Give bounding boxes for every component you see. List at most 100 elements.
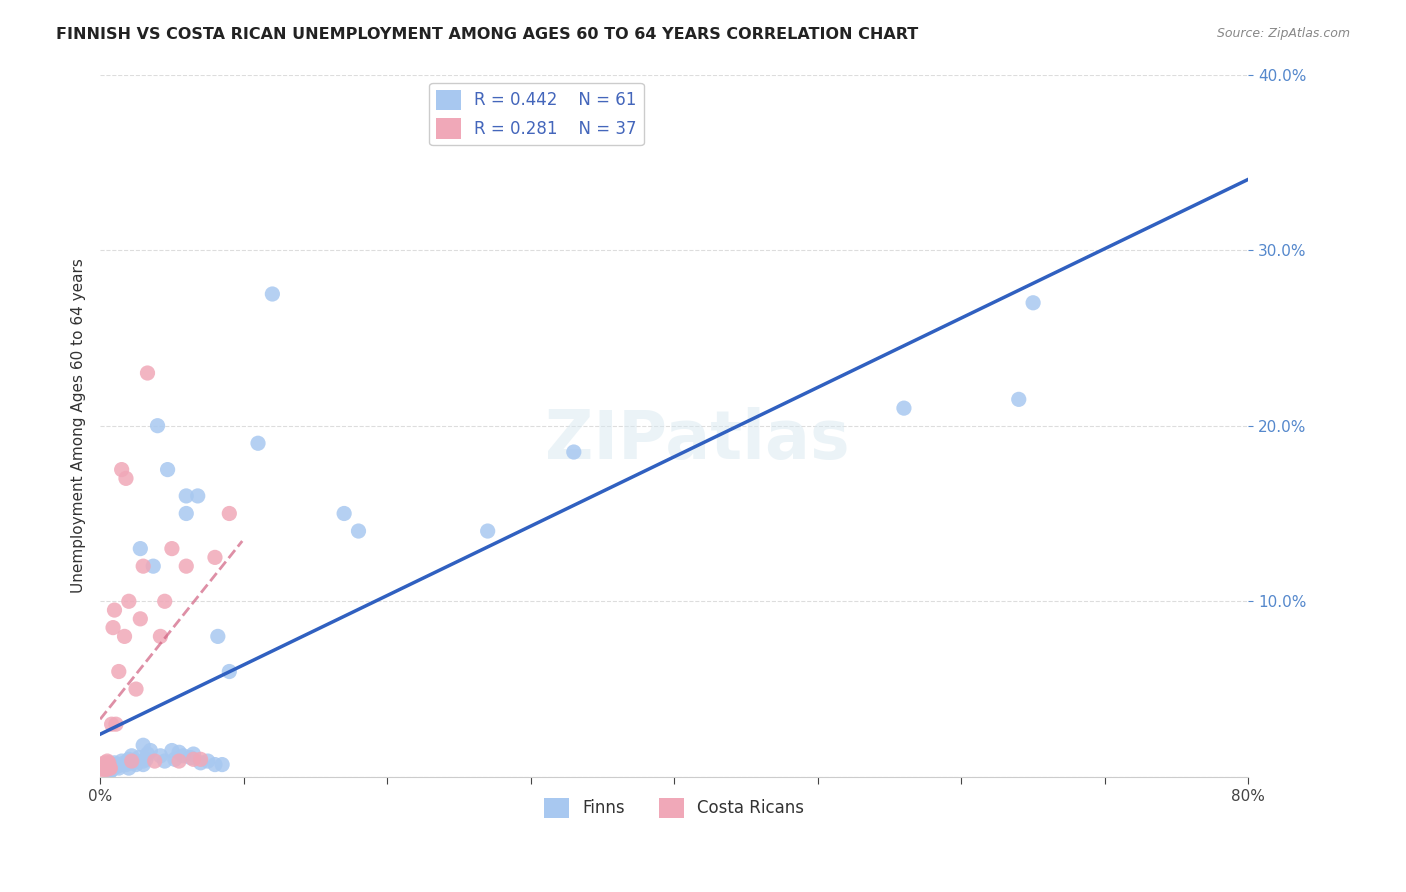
Point [197, 754, 219, 768]
Point [121, 754, 143, 768]
Point [97, 763, 120, 777]
Point [97, 756, 120, 770]
Point [104, 757, 127, 772]
Point [149, 629, 172, 643]
Point [100, 759, 122, 773]
Point [111, 462, 134, 476]
Point [218, 665, 240, 679]
Point [111, 754, 134, 768]
Point [107, 761, 129, 775]
Point [146, 418, 169, 433]
Point [174, 559, 197, 574]
Point [96, 761, 118, 775]
Point [1022, 295, 1045, 310]
Point [90, 761, 112, 775]
Legend: Finns, Costa Ricans: Finns, Costa Ricans [537, 791, 811, 825]
Point [142, 559, 165, 574]
Point [180, 750, 202, 764]
Point [115, 757, 138, 772]
Point [149, 748, 172, 763]
Point [135, 752, 157, 766]
Point [101, 621, 124, 635]
Point [100, 763, 122, 777]
Point [100, 717, 122, 731]
Point [98, 761, 121, 775]
Point [91, 757, 114, 772]
Point [132, 738, 155, 752]
Point [129, 541, 152, 556]
Point [262, 287, 284, 301]
Point [160, 743, 183, 757]
Point [94, 763, 117, 777]
Point [118, 752, 141, 766]
Point [97, 756, 120, 770]
Point [153, 754, 176, 768]
Point [128, 750, 150, 764]
Point [115, 471, 138, 485]
Point [122, 756, 145, 770]
Point [190, 752, 212, 766]
Point [163, 752, 186, 766]
Point [132, 757, 155, 772]
Point [153, 594, 176, 608]
Point [107, 665, 129, 679]
Point [1008, 392, 1031, 407]
Text: FINNISH VS COSTA RICAN UNEMPLOYMENT AMONG AGES 60 TO 64 YEARS CORRELATION CHART: FINNISH VS COSTA RICAN UNEMPLOYMENT AMON… [56, 27, 918, 42]
Point [104, 717, 127, 731]
Point [103, 759, 125, 773]
Point [125, 682, 148, 697]
Point [118, 594, 141, 608]
Point [247, 436, 270, 450]
Point [143, 754, 166, 768]
Point [93, 759, 115, 773]
Point [477, 524, 499, 538]
Point [136, 747, 159, 761]
Point [174, 489, 197, 503]
Point [190, 756, 212, 770]
Point [204, 550, 226, 565]
Point [218, 507, 240, 521]
Point [174, 507, 197, 521]
Point [121, 748, 143, 763]
Point [105, 759, 128, 773]
Point [101, 757, 124, 772]
Point [183, 752, 205, 766]
Point [94, 757, 117, 772]
Point [118, 761, 141, 775]
Point [132, 559, 155, 574]
Text: ZIPatlas: ZIPatlas [546, 407, 849, 473]
Point [129, 612, 152, 626]
Point [893, 401, 915, 416]
Point [114, 629, 136, 643]
Point [91, 763, 114, 777]
Point [101, 761, 124, 775]
Point [98, 761, 121, 775]
Point [187, 489, 209, 503]
Point [207, 629, 229, 643]
Point [98, 764, 121, 779]
Point [125, 757, 148, 772]
Point [114, 756, 136, 770]
Point [347, 524, 370, 538]
Point [562, 445, 585, 459]
Point [139, 743, 162, 757]
Point [132, 754, 155, 768]
Point [156, 462, 179, 476]
Point [160, 541, 183, 556]
Point [98, 761, 121, 775]
Point [172, 748, 194, 763]
Point [136, 366, 159, 380]
Point [167, 745, 190, 759]
Y-axis label: Unemployment Among Ages 60 to 64 years: Unemployment Among Ages 60 to 64 years [72, 259, 86, 593]
Point [94, 761, 117, 775]
Point [204, 757, 226, 772]
Point [211, 757, 233, 772]
Point [96, 757, 118, 772]
Point [93, 756, 115, 770]
Point [167, 754, 190, 768]
Point [103, 603, 125, 617]
Text: Source: ZipAtlas.com: Source: ZipAtlas.com [1216, 27, 1350, 40]
Point [183, 747, 205, 761]
Point [125, 754, 148, 768]
Point [96, 754, 118, 768]
